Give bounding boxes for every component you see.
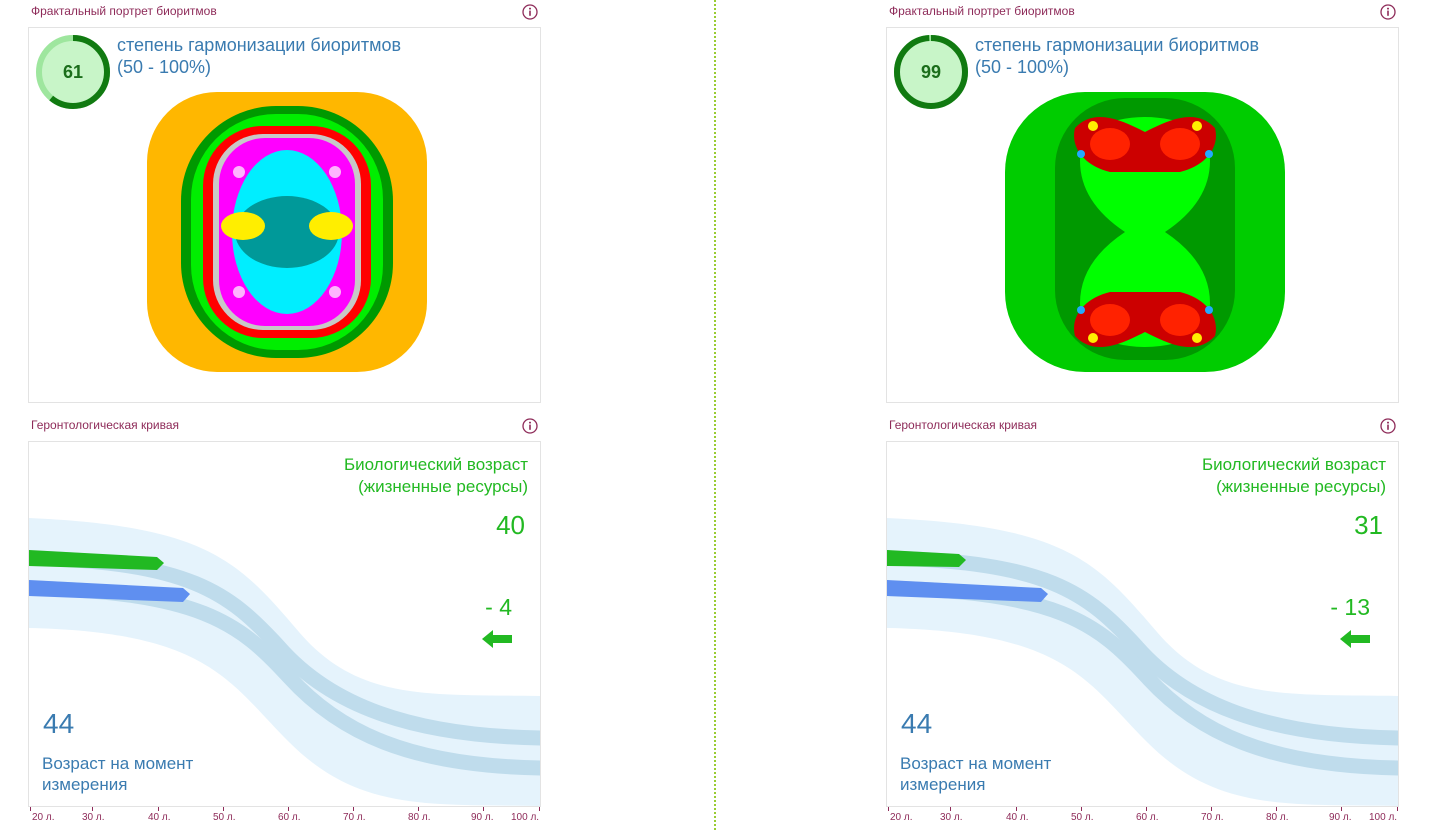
harmony-value: 99 [920,62,942,82]
column-left: Фрактальный портрет биоритмов 61 степень… [28,0,542,830]
harmony-value: 61 [62,62,84,82]
harmony-label: степень гармонизации биоритмов (50 - 100… [117,34,401,78]
age-axis-tick [483,807,484,811]
age-axis-tick-label: 70 л. [343,812,366,823]
curve-section-title: Геронтологическая кривая [31,418,179,432]
bio-age-title-line2: (жизненные ресурсы) [358,477,528,496]
info-circle-icon[interactable] [522,4,538,20]
fractal-panel: 61 степень гармонизации биоритмов (50 - … [28,27,541,403]
bio-age-value: 40 [496,510,525,540]
curve-section-title: Геронтологическая кривая [889,418,1037,432]
age-axis-tick-label: 70 л. [1201,812,1224,823]
age-axis-tick-label: 60 л. [278,812,301,823]
arrow-left-icon [1340,630,1370,648]
age-axis-tick-label: 40 л. [1006,812,1029,823]
age-axis-tick [1016,807,1017,811]
age-axis-tick-label: 40 л. [148,812,171,823]
bio-age-title: Биологический возраст (жизненные ресурсы… [344,454,528,498]
fractal-portrait-image [1005,92,1285,372]
gerontology-curve-chart [887,518,1398,806]
age-axis-tick [1397,807,1398,811]
real-age-value: 44 [901,708,933,739]
age-axis-tick-label: 100 л. [511,812,540,823]
age-axis-tick [223,807,224,811]
age-axis: 20 л. 30 л. 40 л. 50 л. 60 л. 70 л. 80 л… [28,807,542,829]
gerontology-curve-panel: Биологический возраст (жизненные ресурсы… [28,441,541,807]
age-axis-tick [1211,807,1212,811]
age-axis-tick [1341,807,1342,811]
harmony-gauge [894,35,968,109]
real-age-value: 44 [43,708,75,739]
harmony-range: (50 - 100%) [117,57,212,77]
age-axis-tick [92,807,93,811]
age-axis-tick-label: 50 л. [213,812,236,823]
age-axis-tick [30,807,31,811]
bio-age-title-line1: Биологический возраст [1201,455,1386,474]
age-axis-tick-label: 50 л. [1071,812,1094,823]
harmony-label: степень гармонизации биоритмов (50 - 100… [975,34,1259,78]
fractal-portrait-image [147,92,427,372]
age-axis-tick [418,807,419,811]
bio-age-title-line2: (жизненные ресурсы) [1216,477,1386,496]
gerontology-curve-panel: Биологический возраст (жизненные ресурсы… [886,441,1399,807]
age-axis-tick [1276,807,1277,811]
real-age-label-line2: измерения [42,775,128,794]
age-axis-tick-label: 30 л. [940,812,963,823]
gerontology-curve-chart [29,518,540,806]
fractal-section-title: Фрактальный портрет биоритмов [889,4,1075,18]
real-age-label-line1: Возраст на момент [900,754,1052,773]
column-divider [714,0,716,830]
age-axis-tick [1146,807,1147,811]
real-age-label-line2: измерения [900,775,986,794]
age-axis-tick [353,807,354,811]
real-age-label-line1: Возраст на момент [42,754,194,773]
info-circle-icon[interactable] [1380,4,1396,20]
age-axis-tick [1081,807,1082,811]
age-axis-tick-label: 30 л. [82,812,105,823]
age-axis-tick-label: 60 л. [1136,812,1159,823]
age-axis-tick-label: 20 л. [890,812,913,823]
harmony-label-line1: степень гармонизации биоритмов [117,35,402,55]
column-right: Фрактальный портрет биоритмов 99 степень… [886,0,1400,830]
age-axis-tick [158,807,159,811]
arrow-left-icon [482,630,512,648]
bio-age-title-line1: Биологический возраст [343,455,528,474]
age-axis-tick-label: 100 л. [1369,812,1398,823]
age-delta-value: - 13 [1330,594,1370,620]
age-axis-tick [288,807,289,811]
fractal-panel: 99 степень гармонизации биоритмов (50 - … [886,27,1399,403]
harmony-range: (50 - 100%) [975,57,1070,77]
age-axis-tick-label: 20 л. [32,812,55,823]
age-axis: 20 л. 30 л. 40 л. 50 л. 60 л. 70 л. 80 л… [886,807,1400,829]
age-axis-tick [539,807,540,811]
bio-age-value: 31 [1354,510,1383,540]
age-axis-tick-label: 80 л. [1266,812,1289,823]
age-axis-tick-label: 90 л. [1329,812,1352,823]
fractal-section-title: Фрактальный портрет биоритмов [31,4,217,18]
harmony-label-line1: степень гармонизации биоритмов [975,35,1260,55]
info-circle-icon[interactable] [1380,418,1396,434]
bio-age-title: Биологический возраст (жизненные ресурсы… [1202,454,1386,498]
harmony-gauge [36,35,110,109]
info-circle-icon[interactable] [522,418,538,434]
age-delta-value: - 4 [485,594,512,620]
age-axis-tick-label: 90 л. [471,812,494,823]
age-axis-tick [950,807,951,811]
real-age-label: Возраст на момент измерения [900,753,1051,795]
real-age-label: Возраст на момент измерения [42,753,193,795]
age-axis-tick [888,807,889,811]
age-axis-tick-label: 80 л. [408,812,431,823]
